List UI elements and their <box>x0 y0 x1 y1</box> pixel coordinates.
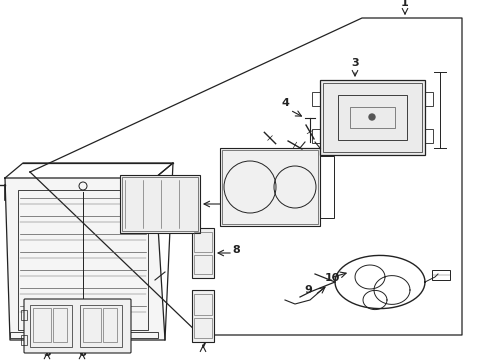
Text: 1: 1 <box>401 0 409 8</box>
FancyBboxPatch shape <box>24 299 131 353</box>
Bar <box>10 332 158 338</box>
Bar <box>103 308 117 342</box>
Bar <box>320 156 334 218</box>
Bar <box>18 190 148 330</box>
Text: 4: 4 <box>281 98 289 108</box>
Bar <box>194 232 212 252</box>
Bar <box>432 270 450 280</box>
Bar <box>21 335 27 345</box>
Text: 8: 8 <box>232 245 240 255</box>
Text: 7: 7 <box>199 340 207 350</box>
Bar <box>194 255 212 274</box>
Bar <box>80 305 122 347</box>
Text: 2: 2 <box>240 201 248 211</box>
Bar <box>194 294 212 315</box>
Bar <box>312 92 320 106</box>
Text: 10: 10 <box>325 273 341 283</box>
Bar <box>338 95 407 140</box>
Bar <box>320 80 425 155</box>
Bar <box>120 175 200 233</box>
Bar <box>83 308 101 342</box>
Bar <box>194 318 212 338</box>
Bar <box>323 83 422 152</box>
Bar <box>30 305 72 347</box>
Bar <box>222 150 318 224</box>
Text: 5: 5 <box>43 348 51 358</box>
Bar <box>425 92 433 106</box>
Bar <box>21 310 27 320</box>
Bar <box>122 177 198 231</box>
Circle shape <box>369 114 375 120</box>
Bar <box>425 129 433 143</box>
Text: 6: 6 <box>78 348 86 358</box>
Bar <box>350 107 395 128</box>
Bar <box>53 308 67 342</box>
Bar <box>33 308 51 342</box>
Bar <box>220 148 320 226</box>
Text: 9: 9 <box>304 285 312 295</box>
Bar <box>192 290 214 342</box>
Polygon shape <box>5 178 165 340</box>
Bar <box>312 129 320 143</box>
Text: 3: 3 <box>351 58 359 68</box>
Bar <box>192 228 214 278</box>
